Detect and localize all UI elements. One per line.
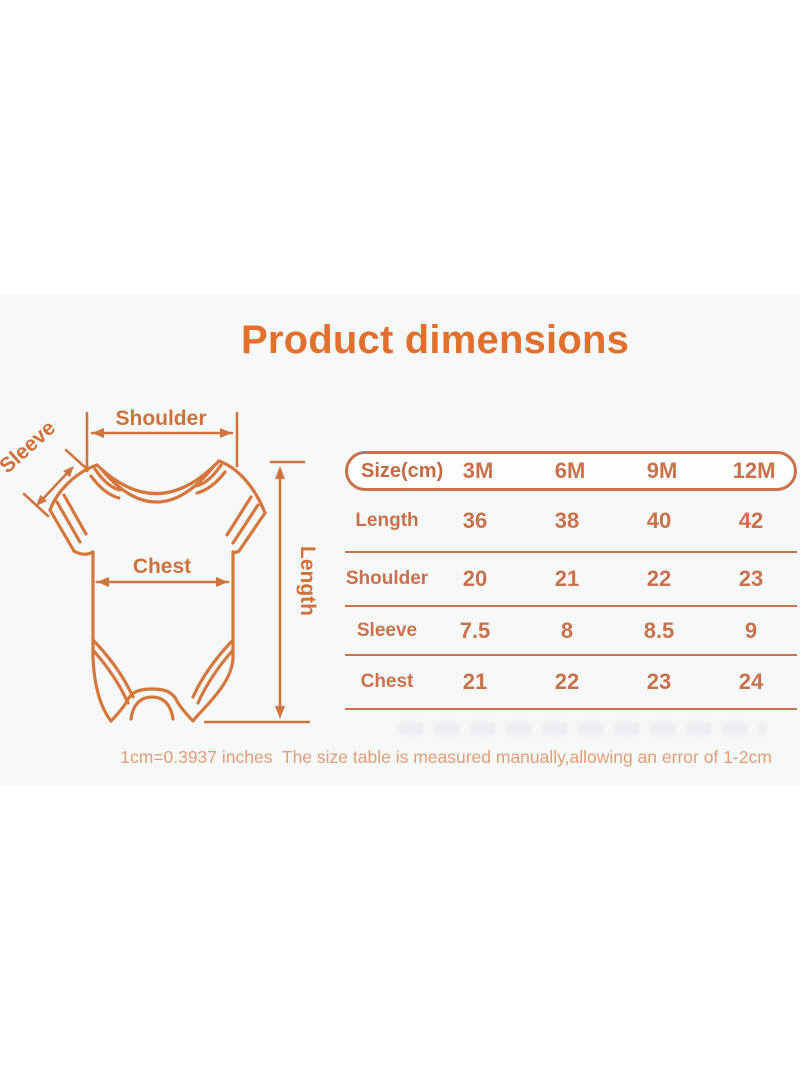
sleeve-label: Sleeve: [0, 416, 60, 478]
garment-measurement-diagram: Shoulder Sleeve Chest Length: [0, 407, 319, 724]
shoulder-dimension: [85, 411, 239, 473]
size-col-3m: 3M: [462, 458, 494, 483]
cell-value: 20: [462, 566, 488, 591]
size-unit-label: Size(cm): [361, 459, 444, 482]
shoulder-label: Shoulder: [115, 407, 206, 430]
sleeve-dimension: [22, 448, 90, 518]
table-row-sleeve: Sleeve 7.5 8 8.5 9: [345, 607, 797, 656]
chest-dimension: [95, 577, 230, 587]
page-title: Product dimensions: [240, 318, 630, 362]
bodysuit-outline: [48, 459, 267, 723]
length-label: Length: [296, 546, 319, 616]
size-col-6m: 6M: [554, 458, 586, 483]
cell-value: 38: [554, 508, 580, 533]
cell-value: 23: [646, 669, 672, 694]
row-label: Sleeve: [356, 619, 418, 641]
size-col-9m: 9M: [646, 458, 678, 483]
cell-value: 9: [744, 617, 758, 643]
length-dimension: [203, 460, 311, 724]
footer-note: 1cm=0.3937 inches The size table is meas…: [120, 747, 772, 767]
row-label: Length: [355, 510, 419, 531]
cell-value: 36: [462, 508, 488, 533]
cell-value: 22: [554, 669, 580, 694]
cell-value: 7.5: [459, 617, 491, 643]
size-table-header: Size(cm) 3M 6M 9M 12M: [345, 451, 797, 491]
cell-value: 42: [738, 508, 764, 533]
row-label: Shoulder: [345, 568, 429, 589]
size-table: Size(cm) 3M 6M 9M 12M Length 36 38 40 42…: [345, 451, 797, 710]
cell-value: 24: [738, 669, 764, 694]
row-label: Chest: [360, 671, 414, 692]
table-row-shoulder: Shoulder 20 21 22 23: [345, 553, 797, 607]
cell-value: 21: [462, 669, 488, 694]
cell-value: 22: [646, 566, 672, 591]
cell-value: 40: [646, 508, 672, 533]
watermark-illegible: [398, 722, 766, 736]
table-row-chest: Chest 21 22 23 24: [345, 656, 797, 710]
panel-background: [0, 295, 800, 785]
cell-value: 21: [554, 566, 580, 591]
cell-value: 8: [560, 617, 574, 643]
chest-label: Chest: [133, 555, 191, 578]
size-col-12m: 12M: [732, 458, 776, 483]
cell-value: 8.5: [643, 617, 675, 643]
cell-value: 23: [738, 566, 764, 591]
table-row-length: Length 36 38 40 42: [345, 491, 797, 553]
